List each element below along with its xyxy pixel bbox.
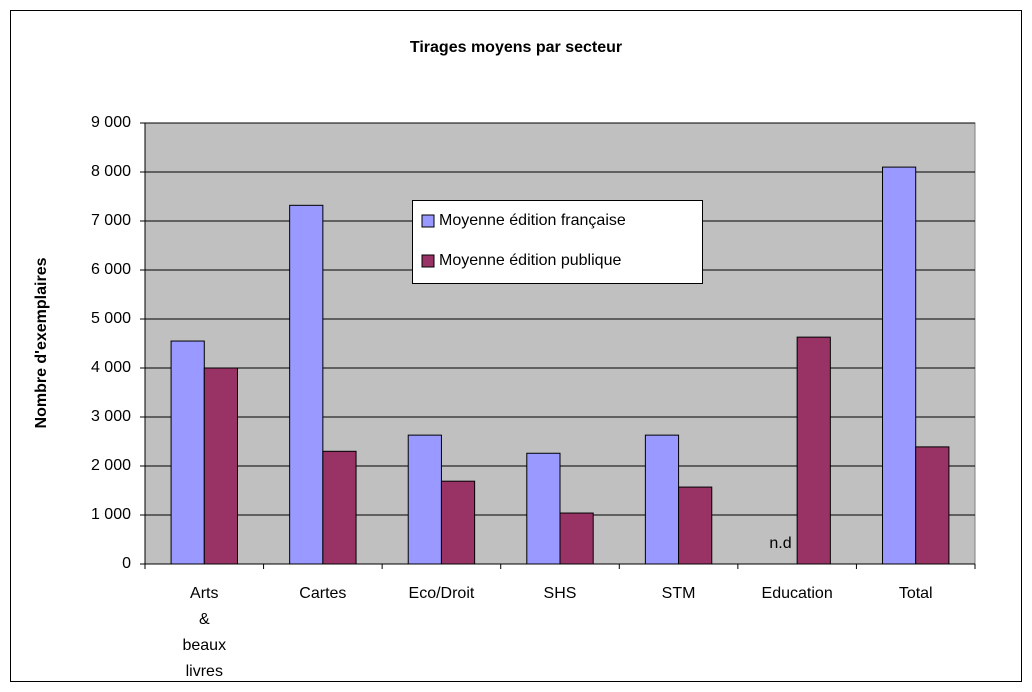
- legend-box: [412, 200, 703, 284]
- bar: [882, 166, 917, 565]
- y-tick-label: 6 000: [91, 261, 131, 278]
- legend-label: Moyenne édition française: [439, 212, 626, 229]
- value-label: n.d: [769, 535, 791, 552]
- chart-title: Tirages moyens par secteur: [410, 39, 622, 56]
- bar: [440, 480, 476, 565]
- bar: [289, 204, 324, 565]
- bar: [322, 450, 357, 565]
- bar: [559, 512, 594, 565]
- bar: [407, 434, 442, 565]
- bar: [526, 452, 561, 565]
- y-tick-label: 8 000: [91, 163, 131, 180]
- x-tick-label: Cartes: [299, 585, 346, 602]
- y-tick-label: 5 000: [91, 310, 131, 327]
- bar: [203, 367, 238, 565]
- bar: [678, 486, 713, 565]
- legend-swatch: [421, 254, 435, 268]
- y-tick-label: 3 000: [91, 408, 131, 425]
- bar: [915, 446, 950, 565]
- bar: [170, 340, 205, 565]
- x-tick-label: Eco/Droit: [409, 585, 475, 602]
- legend-swatch: [421, 214, 435, 228]
- y-tick-label: 4 000: [91, 359, 131, 376]
- y-tick-label: 0: [122, 555, 131, 572]
- x-tick-label: STM: [662, 585, 696, 602]
- x-tick-label: Total: [899, 585, 933, 602]
- y-tick-label: 2 000: [91, 457, 131, 474]
- x-tick-label: SHS: [544, 585, 577, 602]
- legend-label: Moyenne édition publique: [439, 252, 621, 269]
- legend: Moyenne édition française Moyenne édition…: [412, 200, 703, 284]
- y-axis-label: Nombre d'exemplaires: [33, 257, 50, 428]
- bar: [644, 434, 680, 565]
- y-tick-label: 1 000: [91, 506, 131, 523]
- y-tick-label: 7 000: [91, 212, 131, 229]
- bar: [796, 336, 831, 565]
- x-tick-label: Education: [762, 585, 833, 602]
- y-tick-label: 9 000: [91, 114, 131, 131]
- x-tick-label: Arts & beaux livres: [182, 585, 226, 680]
